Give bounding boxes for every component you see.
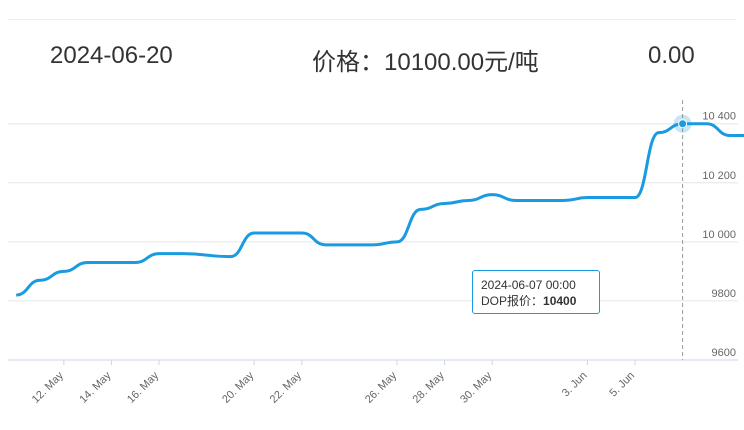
tooltip-series-label: DOP报价： <box>481 294 544 308</box>
x-tick-label: 16. May <box>125 369 162 406</box>
price-chart[interactable]: 9600 9800 10 000 10 200 10 400 12. May 14. May… <box>0 100 744 430</box>
highlight-point <box>678 119 688 129</box>
price-header: 2024-06-20 价格：10100.00元/吨 0.00 <box>0 20 744 100</box>
x-tick-label: 30. May <box>458 369 495 406</box>
x-tick-label: 28. May <box>411 369 448 406</box>
header-date: 2024-06-20 <box>50 42 173 69</box>
series-line <box>15 122 744 297</box>
y-tick-label: 10 000 <box>702 229 736 241</box>
y-tick-label: 10 200 <box>702 170 736 182</box>
x-tick-label: 12. May <box>30 369 67 406</box>
chart-tooltip: 2024-06-07 00:00 DOP报价：10400 <box>472 270 600 314</box>
tooltip-value-row: DOP报价：10400 <box>481 293 591 309</box>
header-price: 价格：10100.00元/吨 <box>312 42 539 77</box>
x-tick-label: 26. May <box>363 369 400 406</box>
top-divider <box>8 19 736 20</box>
price-value: 10100.00元/吨 <box>384 49 539 76</box>
x-tick-label: 5. Jun <box>607 370 637 400</box>
y-tick-label: 9800 <box>712 288 736 300</box>
y-tick-label: 9600 <box>712 347 736 359</box>
x-tick-label: 20. May <box>220 369 257 406</box>
price-label: 价格： <box>312 49 384 76</box>
price-chart-svg[interactable]: 9600 9800 10 000 10 200 10 400 12. May 14. May… <box>0 100 744 430</box>
y-tick-label: 10 400 <box>702 111 736 123</box>
tooltip-value: 10400 <box>543 294 577 308</box>
tooltip-date: 2024-06-07 00:00 <box>481 278 576 292</box>
x-tick-label: 3. Jun <box>560 370 590 400</box>
header-change: 0.00 <box>648 42 695 69</box>
x-tick-label: 14. May <box>77 369 114 406</box>
x-tick-label: 22. May <box>268 369 305 406</box>
